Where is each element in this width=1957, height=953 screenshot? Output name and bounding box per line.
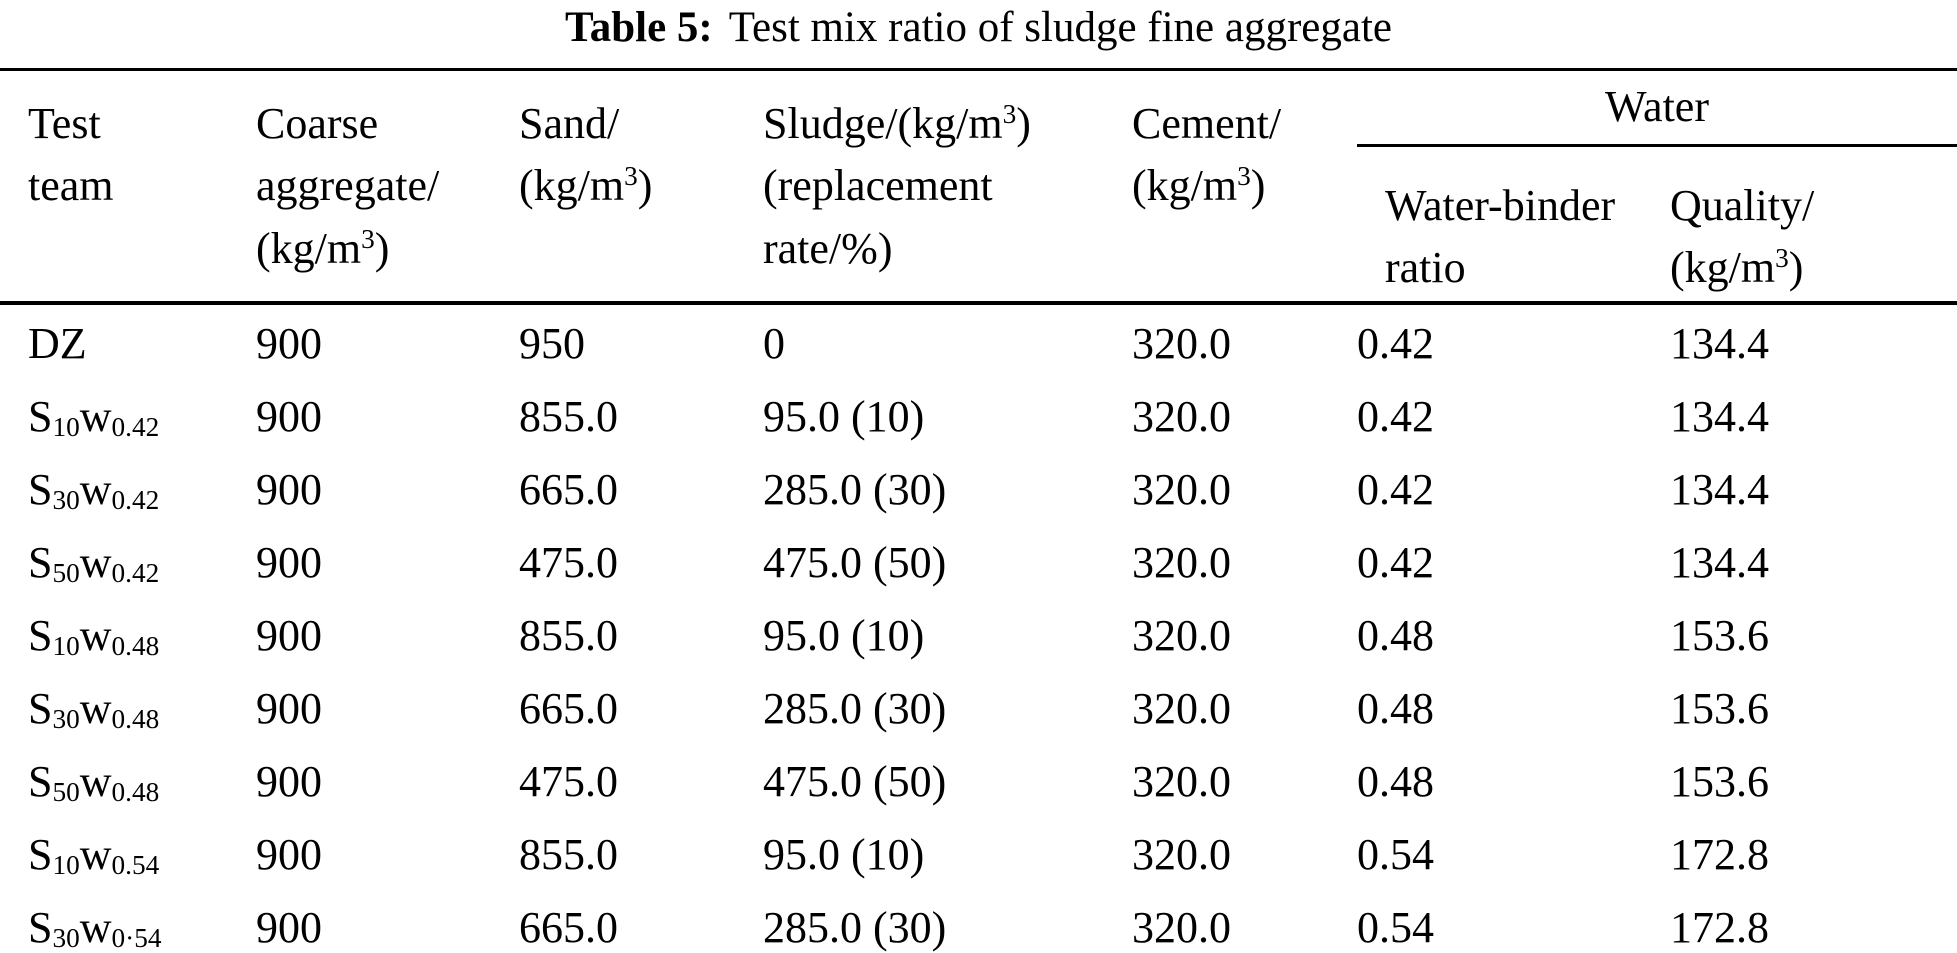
cement-cell: 320.0 [1132, 757, 1231, 807]
coarse-aggregate-cell: 900 [256, 903, 322, 953]
header-row-sub: Water-binder ratio Quality/(kg/m3) [0, 145, 1957, 305]
cement-cell: 320.0 [1132, 611, 1231, 661]
sand-cell: 475.0 [519, 538, 618, 588]
sand-cell: 855.0 [519, 611, 618, 661]
column-header-test-team: Test team [0, 69, 256, 305]
coarse-aggregate-cell: 900 [256, 830, 322, 880]
water-quality-cell: 172.8 [1670, 830, 1769, 880]
water-quality-cell: 153.6 [1670, 611, 1769, 661]
table-caption-label: Table 5: [564, 4, 713, 51]
water-binder-ratio-cell: 0.42 [1357, 319, 1434, 369]
sludge-cell: 285.0 (30) [763, 903, 947, 953]
coarse-aggregate-cell: 900 [256, 757, 322, 807]
table-caption-text: Test mix ratio of sludge fine aggregate [728, 4, 1393, 51]
water-quality-cell: 134.4 [1670, 538, 1769, 588]
column-header-water-quality: Quality/(kg/m3) [1670, 145, 1957, 305]
water-binder-ratio-cell: 0.48 [1357, 684, 1434, 734]
sludge-cell: 95.0 (10) [763, 830, 925, 880]
water-quality-cell: 153.6 [1670, 757, 1769, 807]
column-header-water-binder-ratio: Water-binder ratio [1357, 145, 1670, 305]
table-row: DZ 900 950 0 320.0 0.42 134.4 [0, 303, 1957, 378]
cement-cell: 320.0 [1132, 538, 1231, 588]
table-row: S30w0·54 900 665.0 285.0 (30) 320.0 0.54 172.8 [0, 889, 1957, 953]
water-binder-ratio-cell: 0.54 [1357, 903, 1434, 953]
column-header-sludge: Sludge/(kg/m3) (replacement rate/%) [763, 69, 1132, 305]
table-row: S50w0.48 900 475.0 475.0 (50) 320.0 0.48 153.6 [0, 743, 1957, 816]
sludge-cell: 0 [763, 319, 785, 369]
sludge-cell: 285.0 (30) [763, 684, 947, 734]
coarse-aggregate-cell: 900 [256, 319, 322, 369]
test-team-cell: DZ [28, 319, 87, 369]
table-row: S10w0.42 900 855.0 95.0 (10) 320.0 0.42 134.4 [0, 378, 1957, 451]
sludge-cell: 95.0 (10) [763, 392, 925, 442]
test-team-cell: S50w0.42 [28, 538, 160, 589]
coarse-aggregate-cell: 900 [256, 392, 322, 442]
water-binder-ratio-cell: 0.42 [1357, 538, 1434, 588]
test-team-cell: S10w0.42 [28, 392, 160, 443]
sand-cell: 475.0 [519, 757, 618, 807]
sand-cell: 855.0 [519, 830, 618, 880]
water-binder-ratio-cell: 0.42 [1357, 392, 1434, 442]
water-quality-cell: 153.6 [1670, 684, 1769, 734]
coarse-aggregate-cell: 900 [256, 611, 322, 661]
sludge-cell: 475.0 (50) [763, 757, 947, 807]
water-quality-cell: 134.4 [1670, 319, 1769, 369]
cement-cell: 320.0 [1132, 465, 1231, 515]
sludge-cell: 95.0 (10) [763, 611, 925, 661]
water-binder-ratio-cell: 0.54 [1357, 830, 1434, 880]
water-quality-cell: 134.4 [1670, 392, 1769, 442]
table-header: Test team Coarse aggregate/(kg/m3) Sand/(k… [0, 69, 1957, 305]
table-row: S10w0.48 900 855.0 95.0 (10) 320.0 0.48 153.6 [0, 597, 1957, 670]
test-team-cell: S30w0·54 [28, 903, 162, 953]
test-team-cell: S30w0.48 [28, 684, 160, 735]
water-binder-ratio-cell: 0.42 [1357, 465, 1434, 515]
coarse-aggregate-cell: 900 [256, 684, 322, 734]
water-binder-ratio-cell: 0.48 [1357, 611, 1434, 661]
header-row-group: Test team Coarse aggregate/(kg/m3) Sand/(k… [0, 69, 1957, 305]
data-table: Test team Coarse aggregate/(kg/m3) Sand/(k… [0, 68, 1957, 953]
table-caption: Table 5: Test mix ratio of sludge fine ag… [0, 2, 1957, 54]
water-quality-cell: 172.8 [1670, 903, 1769, 953]
table-row: S10w0.54 900 855.0 95.0 (10) 320.0 0.54 172.8 [0, 816, 1957, 889]
water-binder-ratio-cell: 0.48 [1357, 757, 1434, 807]
sand-cell: 665.0 [519, 903, 618, 953]
cement-cell: 320.0 [1132, 830, 1231, 880]
sand-cell: 665.0 [519, 465, 618, 515]
column-header-cement: Cement/(kg/m3) [1132, 69, 1357, 305]
coarse-aggregate-cell: 900 [256, 465, 322, 515]
sand-cell: 665.0 [519, 684, 618, 734]
test-team-cell: S10w0.48 [28, 611, 160, 662]
cement-cell: 320.0 [1132, 392, 1231, 442]
column-header-coarse-aggregate: Coarse aggregate/(kg/m3) [256, 69, 519, 305]
table-row: S30w0.42 900 665.0 285.0 (30) 320.0 0.42 134.4 [0, 451, 1957, 524]
cement-cell: 320.0 [1132, 319, 1231, 369]
sand-cell: 950 [519, 319, 585, 369]
test-team-cell: S50w0.48 [28, 757, 160, 808]
column-header-water-group: Water [1357, 69, 1957, 147]
column-header-sand: Sand/(kg/m3) [519, 69, 763, 305]
sludge-cell: 285.0 (30) [763, 465, 947, 515]
sludge-cell: 475.0 (50) [763, 538, 947, 588]
cement-cell: 320.0 [1132, 684, 1231, 734]
table-body: DZ 900 950 0 320.0 0.42 134.4 S10w0.42 900 855.0 9… [0, 303, 1957, 953]
cement-cell: 320.0 [1132, 903, 1231, 953]
coarse-aggregate-cell: 900 [256, 538, 322, 588]
table-row: S30w0.48 900 665.0 285.0 (30) 320.0 0.48 153.6 [0, 670, 1957, 743]
test-team-cell: S10w0.54 [28, 830, 160, 881]
water-quality-cell: 134.4 [1670, 465, 1769, 515]
test-team-cell: S30w0.42 [28, 465, 160, 516]
table-row: S50w0.42 900 475.0 475.0 (50) 320.0 0.42 134.4 [0, 524, 1957, 597]
sand-cell: 855.0 [519, 392, 618, 442]
